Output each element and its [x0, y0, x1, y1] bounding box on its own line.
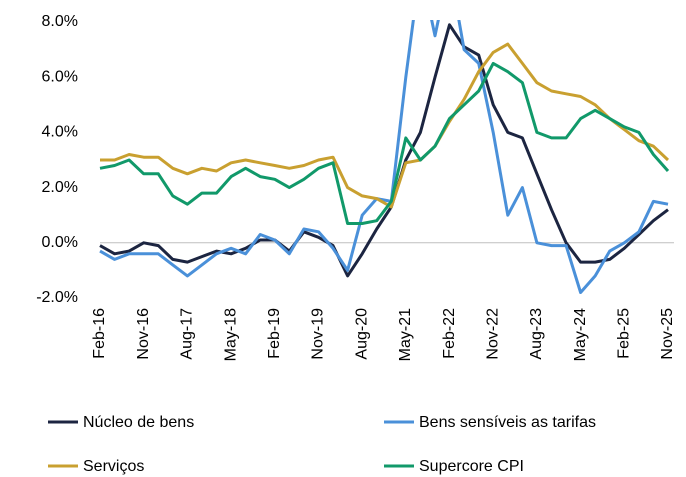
legend-label: Bens sensíveis as tarifas	[419, 414, 596, 431]
y-tick-label: 0.0%	[42, 234, 78, 251]
series-line	[99, 61, 670, 225]
legend-label: Serviços	[83, 458, 144, 475]
legend-label: Supercore CPI	[419, 458, 524, 475]
x-tick-label: Nov-16	[135, 308, 152, 360]
y-tick-label: 2.0%	[42, 179, 78, 196]
x-tick-label: Feb-25	[616, 308, 633, 359]
series-line	[99, 20, 669, 294]
x-tick-label: Aug-20	[353, 308, 370, 360]
x-tick-label: May-24	[572, 308, 589, 361]
x-tick-label: Feb-16	[91, 308, 108, 359]
x-tick-label: Aug-23	[528, 308, 545, 360]
x-tick-label: Aug-17	[179, 308, 196, 360]
y-tick-label: 6.0%	[42, 68, 78, 85]
x-tick-label: May-18	[222, 308, 239, 361]
series-line	[100, 42, 670, 209]
x-tick-label: Feb-22	[441, 308, 458, 359]
plot-area	[99, 20, 670, 294]
x-tick-label: Nov-19	[310, 308, 327, 360]
series-line	[99, 23, 669, 278]
x-tick-label: Nov-25	[659, 308, 676, 360]
y-tick-label: 4.0%	[42, 124, 78, 141]
x-tick-label: Nov-22	[484, 308, 501, 360]
y-tick-label: 8.0%	[42, 13, 78, 30]
y-tick-label: -2.0%	[36, 289, 78, 306]
x-tick-label: May-21	[397, 308, 414, 361]
legend-label: Núcleo de bens	[83, 414, 194, 431]
x-tick-label: Feb-19	[266, 308, 283, 359]
